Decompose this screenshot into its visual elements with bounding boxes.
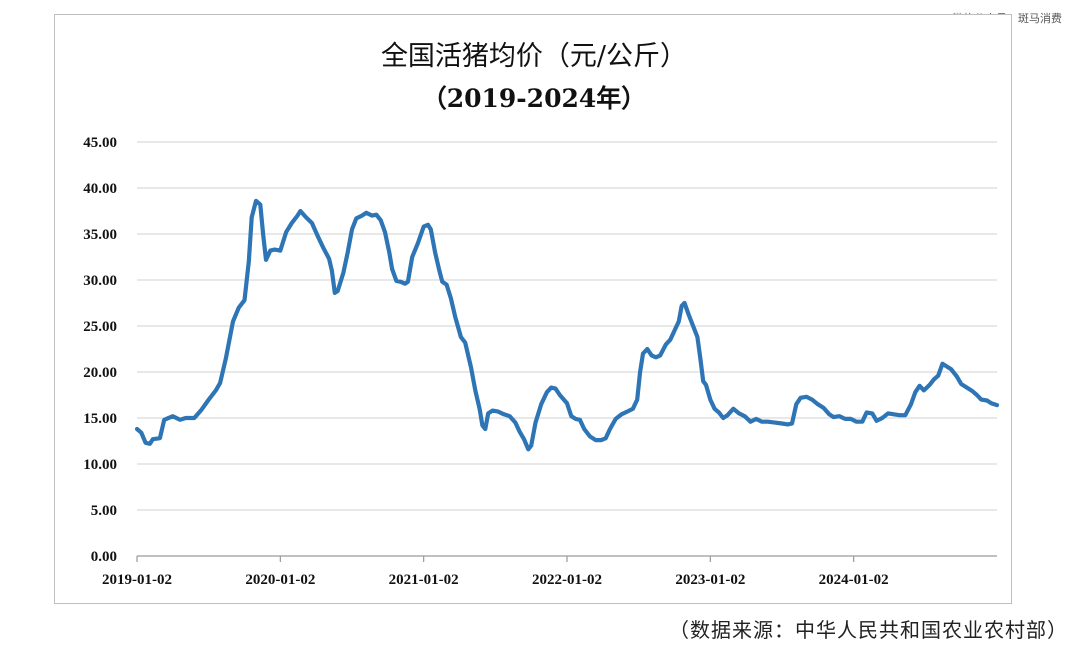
x-tick-label: 2020-01-02: [245, 572, 315, 588]
y-tick-label: 0.00: [91, 549, 117, 565]
x-tick-label: 2023-01-02: [675, 572, 745, 588]
y-tick-label: 35.00: [83, 227, 117, 243]
x-tick-label: 2019-01-02: [102, 572, 172, 588]
x-tick-label: 2022-01-02: [532, 572, 602, 588]
y-tick-label: 30.00: [83, 273, 117, 289]
y-tick-label: 40.00: [83, 181, 117, 197]
chart: 全国活猪均价（元/公斤） （2019-2024年） 0.00 5.00 10.00 1…: [83, 41, 1000, 588]
x-tick-label: 2024-01-02: [819, 572, 889, 588]
y-tick-label: 20.00: [83, 365, 117, 381]
chart-subtitle: （2019-2024年）: [422, 84, 647, 113]
chart-frame: 全国活猪均价（元/公斤） （2019-2024年） 0.00 5.00 10.00 1…: [54, 14, 1012, 604]
y-tick-label: 15.00: [83, 411, 117, 427]
grid-lines: [137, 141, 997, 511]
y-axis-ticks: 0.00 5.00 10.00 15.00 20.00 25.00 30.00 35.00 40…: [83, 135, 117, 565]
x-tick-label: 2021-01-02: [389, 572, 459, 588]
series-line-price: [134, 198, 1000, 452]
y-tick-label: 10.00: [83, 457, 117, 473]
y-tick-label: 45.00: [83, 135, 117, 151]
x-axis-ticks: 2019-01-02 2020-01-02 2021-01-02 2022-01-02…: [102, 556, 889, 588]
source-note: （数据来源：中华人民共和国农业农村部）: [669, 618, 1068, 642]
chart-title: 全国活猪均价（元/公斤）: [381, 41, 687, 72]
y-tick-label: 5.00: [91, 503, 117, 519]
y-tick-label: 25.00: [83, 319, 117, 335]
